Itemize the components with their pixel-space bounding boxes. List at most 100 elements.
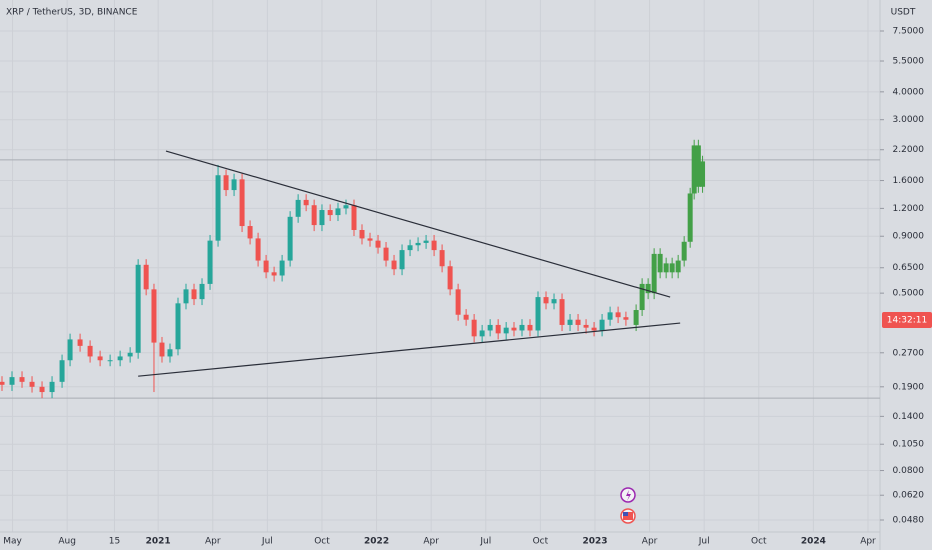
- candle-body: [319, 210, 325, 226]
- candle: [359, 224, 365, 245]
- x-tick-label: Oct: [314, 537, 330, 547]
- candle: [687, 187, 693, 248]
- y-tick-label: 0.5000: [893, 289, 925, 299]
- candle-body: [567, 319, 573, 325]
- flag-icon: [623, 512, 628, 516]
- candle: [439, 244, 445, 273]
- candle: [503, 322, 509, 340]
- candle: [535, 291, 541, 337]
- candle-body: [487, 324, 493, 331]
- candle: [663, 257, 669, 279]
- candle-body: [255, 238, 261, 261]
- candle: [375, 234, 381, 254]
- last-price-tag: [882, 311, 932, 328]
- candle-body: [231, 179, 237, 191]
- candle: [279, 254, 285, 282]
- x-tick-label: Apr: [860, 537, 876, 547]
- candle-body: [551, 299, 557, 304]
- candle: [487, 319, 493, 337]
- candle: [263, 254, 269, 279]
- candle: [543, 291, 549, 310]
- candle: [431, 234, 437, 257]
- candle-body: [471, 319, 477, 337]
- candle-body: [535, 297, 541, 331]
- x-tick-label: Aug: [58, 537, 76, 547]
- candle-body: [127, 352, 133, 357]
- x-tick-label: 2022: [364, 537, 389, 547]
- candle-body: [407, 245, 413, 251]
- candle: [335, 202, 341, 222]
- candle: [49, 376, 55, 399]
- candle-body: [399, 250, 405, 270]
- candle-body: [383, 247, 389, 261]
- candle-body: [0, 381, 5, 385]
- candle: [367, 232, 373, 247]
- candle-body: [159, 342, 165, 357]
- candle-body: [191, 289, 197, 300]
- candle: [633, 304, 639, 332]
- candle: [700, 155, 706, 193]
- candle: [77, 333, 83, 352]
- candle: [183, 283, 189, 310]
- x-tick-label: 2024: [801, 537, 826, 547]
- candle-body: [263, 260, 269, 273]
- candle-body: [455, 289, 461, 315]
- candle-body: [447, 266, 453, 290]
- candle-body: [700, 161, 706, 187]
- candle-body: [167, 349, 173, 357]
- candle: [479, 324, 485, 343]
- candle-body: [431, 240, 437, 251]
- x-tick-label: Jul: [698, 537, 710, 547]
- candle: [399, 244, 405, 276]
- x-tick-label: Apr: [205, 537, 221, 547]
- candle-body: [175, 303, 181, 350]
- candle: [511, 322, 517, 337]
- candle-body: [519, 324, 525, 331]
- candle: [695, 139, 701, 193]
- candle-body: [223, 175, 229, 191]
- candle: [135, 259, 141, 359]
- candle-body: [687, 193, 693, 242]
- candle-body: [463, 314, 469, 320]
- trend-line: [165, 150, 671, 298]
- candle-body: [67, 339, 73, 361]
- candle: [59, 354, 65, 388]
- candle-body: [39, 386, 45, 393]
- y-tick-label: 0.2700: [893, 348, 925, 358]
- candle: [19, 371, 25, 388]
- candle: [651, 248, 657, 300]
- x-tick-label: 2023: [582, 537, 607, 547]
- candle: [415, 237, 421, 252]
- candle-body: [207, 240, 213, 284]
- candle-body: [607, 312, 613, 320]
- candle: [29, 376, 35, 393]
- candle-body: [669, 263, 675, 273]
- candle-body: [691, 145, 697, 194]
- candle-body: [271, 272, 277, 276]
- candle-body: [645, 283, 651, 294]
- candle-body: [527, 324, 533, 331]
- candle-body: [215, 175, 221, 241]
- y-tick-label: 7.5000: [893, 26, 925, 36]
- candle-body: [367, 238, 373, 241]
- candle-body: [151, 289, 157, 343]
- candle: [39, 381, 45, 399]
- candle: [143, 259, 149, 296]
- candle-body: [97, 356, 103, 361]
- candle-body: [19, 377, 25, 382]
- candle: [215, 164, 221, 247]
- candle: [107, 354, 113, 367]
- y-tick-label: 0.1050: [893, 440, 925, 450]
- candle-body: [311, 205, 317, 226]
- candle: [551, 293, 557, 310]
- candle-body: [135, 264, 141, 353]
- candle: [615, 306, 621, 324]
- candle-body: [117, 356, 123, 361]
- event-icons: [620, 487, 636, 524]
- y-tick-label: 0.0800: [893, 466, 925, 476]
- candle-body: [543, 297, 549, 304]
- candle-body: [439, 250, 445, 267]
- candle: [295, 194, 301, 223]
- candle-body: [77, 339, 83, 346]
